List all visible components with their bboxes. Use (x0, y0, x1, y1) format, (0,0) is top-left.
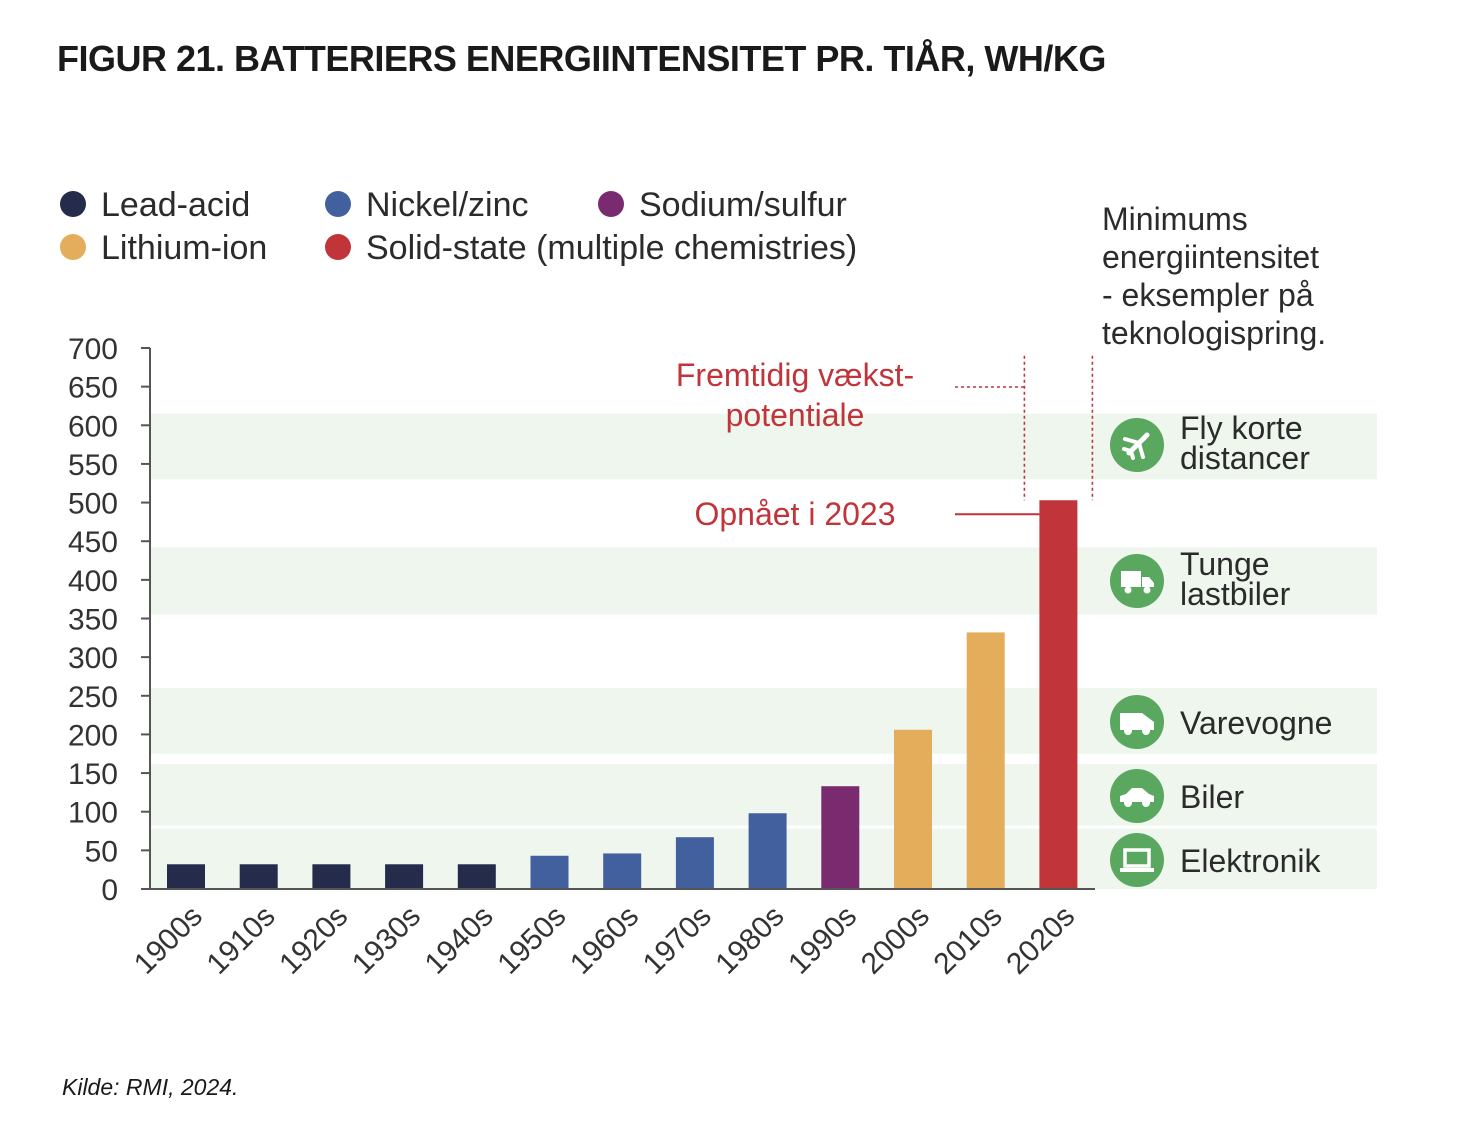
car-icon (1110, 769, 1164, 823)
bar-1930s (385, 864, 424, 889)
x-tick-label: 1950s (491, 900, 572, 981)
threshold-label-vans: Varevogne (1180, 705, 1332, 741)
van-icon (1110, 695, 1164, 749)
y-tick-label: 350 (68, 604, 118, 637)
van-body (1120, 713, 1154, 730)
bar-chart: Lead-acid Nickel/zinc Sodium/sulfur Lithium… (60, 186, 1377, 981)
x-tick-label: 2010s (928, 900, 1009, 981)
figure-title: FIGUR 21. BATTERIERS ENERGIINTENSITET PR… (57, 38, 1106, 79)
icon-badge (1110, 833, 1164, 887)
bar-2020s (1039, 500, 1078, 889)
y-tick-label: 50 (85, 835, 118, 868)
bar-1920s (312, 864, 351, 889)
y-tick-label: 250 (68, 681, 118, 714)
future-potential-label: Fremtidig vækst- (676, 357, 914, 393)
panel-title-line: - eksempler på (1102, 277, 1314, 313)
legend-label-lead_acid: Lead-acid (101, 186, 250, 224)
threshold-label-aircraft: Fly korte (1180, 410, 1303, 446)
x-axis: 1900s1910s1920s1930s1940s1950s1960s1970s… (128, 888, 1095, 981)
y-tick-label: 600 (68, 410, 118, 443)
x-tick-label: 1930s (346, 900, 427, 981)
source-note: Kilde: RMI, 2024. (62, 1074, 239, 1100)
van-wheel (1142, 727, 1150, 735)
x-tick-label: 2020s (1000, 900, 1081, 981)
y-tick-label: 200 (68, 719, 118, 752)
y-tick-label: 700 (68, 333, 118, 366)
legend-label-nickel_zinc: Nickel/zinc (366, 186, 528, 224)
laptop-base (1120, 868, 1154, 872)
bar-1910s (239, 864, 278, 889)
bar-1900s (167, 864, 205, 889)
y-tick-label: 450 (68, 526, 118, 559)
x-tick-label: 2000s (855, 900, 936, 981)
bar-1940s (457, 864, 496, 889)
future-potential-label: potentiale (726, 397, 865, 433)
y-tick-label: 400 (68, 565, 118, 598)
x-tick-label: 1980s (709, 900, 790, 981)
band-vans (150, 688, 1377, 754)
x-tick-label: 1990s (782, 900, 863, 981)
bar-1960s (603, 853, 642, 889)
car-wheel (1124, 799, 1132, 807)
bar-1980s (748, 813, 787, 889)
y-tick-label: 100 (68, 797, 118, 830)
panel-title-line: teknologispring. (1102, 315, 1326, 351)
truck-cab (1142, 577, 1154, 587)
panel-title-line: Minimums (1102, 201, 1248, 237)
legend-swatch-lead_acid (60, 191, 86, 217)
bar-1970s (675, 837, 714, 889)
y-tick-label: 650 (68, 372, 118, 405)
x-tick-label: 1900s (128, 900, 209, 981)
y-tick-label: 550 (68, 449, 118, 482)
annotations: Fremtidig vækst-potentiale Opnået i 2023 (676, 355, 1094, 532)
panel-title-line: energiintensitet (1102, 239, 1319, 275)
y-tick-label: 0 (101, 874, 118, 907)
threshold-label-aircraft: distancer (1180, 440, 1310, 476)
y-tick-label: 500 (68, 488, 118, 521)
truck-wheel (1143, 586, 1151, 594)
van-wheel (1124, 727, 1132, 735)
threshold-label-trucks: lastbiler (1180, 576, 1291, 612)
car-wheel (1142, 799, 1150, 807)
legend-label-sodium_sulfur: Sodium/sulfur (639, 186, 847, 224)
y-axis: 0 50 100 150 200 250 300 350 400 450 500 550 600 650 7… (68, 333, 151, 907)
x-tick-label: 1960s (564, 900, 645, 981)
achieved-label: Opnået i 2023 (694, 496, 895, 532)
laptop-screen (1123, 848, 1151, 868)
plane-wings (1122, 437, 1145, 460)
legend-swatch-lithium_ion (60, 234, 86, 260)
x-tick-label: 1940s (419, 900, 500, 981)
x-tick-label: 1910s (201, 900, 282, 981)
legend-swatch-sodium_sulfur (598, 191, 624, 217)
truck-icon (1110, 554, 1164, 608)
x-tick-label: 1970s (637, 900, 718, 981)
car-body (1120, 788, 1154, 802)
laptop-icon (1110, 833, 1164, 887)
threshold-label-electronics: Elektronik (1180, 843, 1322, 879)
bar-1990s (821, 786, 860, 889)
legend-label-solid_state: Solid-state (multiple chemistries) (366, 229, 857, 267)
x-tick-label: 1920s (273, 900, 354, 981)
legend-label-lithium_ion: Lithium-ion (101, 229, 267, 267)
y-tick-label: 150 (68, 758, 118, 791)
band-trucks (150, 547, 1377, 615)
bar-1950s (530, 855, 569, 889)
plane-icon (1110, 418, 1164, 472)
threshold-label-cars: Biler (1180, 779, 1244, 815)
bar-2000s (894, 729, 932, 889)
bar-2010s (966, 632, 1005, 889)
bars (167, 500, 1078, 889)
legend-swatch-nickel_zinc (325, 191, 351, 217)
y-tick-label: 300 (68, 642, 118, 675)
threshold-label-trucks: Tunge (1180, 546, 1270, 582)
band-aircraft (150, 413, 1377, 480)
legend: Lead-acid Nickel/zinc Sodium/sulfur Lithium… (60, 186, 857, 267)
truck-cargo (1121, 571, 1141, 587)
legend-swatch-solid_state (325, 234, 351, 260)
truck-wheel (1124, 586, 1132, 594)
